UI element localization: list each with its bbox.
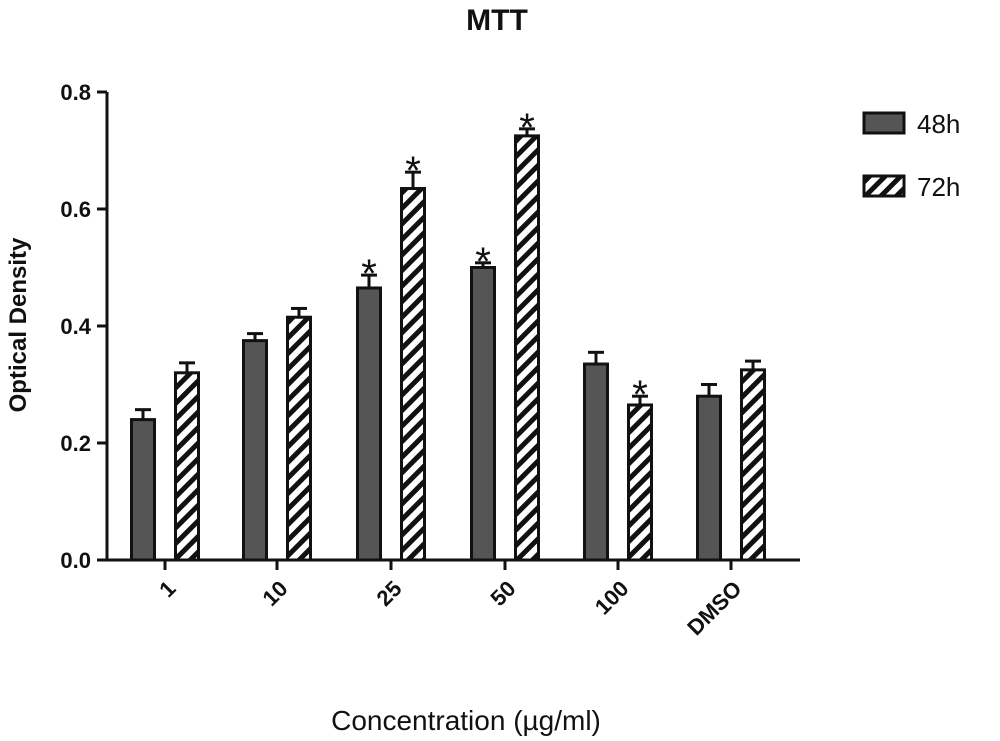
bar-72h-100 [627, 403, 653, 562]
x-tick-label: 50 [486, 576, 521, 611]
bar-72h-50 [514, 134, 540, 562]
y-tick-label: 0.6 [60, 197, 91, 222]
x-tick-label: 25 [372, 576, 407, 611]
y-tick-label: 0.4 [60, 314, 91, 339]
bars [130, 134, 766, 562]
x-axis-label: Concentration (µg/ml) [331, 705, 601, 736]
x-tick-label: DMSO [682, 576, 746, 640]
bar-72h-25 [400, 187, 426, 562]
legend: 48h 72h [862, 109, 960, 202]
significance-star-72h-50: * [519, 106, 535, 150]
x-ticks: 1 10 25 50 100 DMSO [154, 560, 747, 640]
legend-label-48h: 48h [917, 109, 960, 139]
chart-title: MTT [466, 4, 528, 37]
bar-72h-1 [174, 371, 200, 562]
y-tick-label: 0.0 [60, 548, 91, 573]
x-tick-label: 100 [590, 576, 634, 620]
y-tick-label: 0.8 [60, 80, 91, 105]
error-bars [135, 127, 761, 420]
y-ticks: 0.0 0.2 0.4 0.6 0.8 [60, 80, 107, 573]
bar-48h-50 [470, 266, 496, 562]
bar-48h-100 [583, 362, 609, 562]
x-tick-label: 1 [154, 576, 180, 602]
significance-star-72h-100: * [632, 373, 648, 417]
bar-48h-25 [356, 286, 382, 562]
y-tick-label: 0.2 [60, 431, 91, 456]
bar-48h-1 [130, 418, 156, 562]
significance-star-48h-50: * [475, 240, 491, 284]
legend-swatch-72h [862, 174, 906, 198]
bar-48h-DMSO [696, 394, 722, 562]
legend-swatch-48h [862, 111, 906, 135]
y-axis-label: Optical Density [5, 237, 32, 412]
significance-star-72h-25: * [405, 149, 421, 193]
bar-72h-DMSO [740, 368, 766, 562]
significance-markers: * * * * * [361, 106, 648, 417]
bar-72h-10 [286, 315, 312, 562]
x-tick-label: 10 [258, 576, 293, 611]
significance-star-48h-25: * [361, 252, 377, 296]
bar-48h-10 [242, 339, 268, 562]
legend-label-72h: 72h [917, 172, 960, 202]
